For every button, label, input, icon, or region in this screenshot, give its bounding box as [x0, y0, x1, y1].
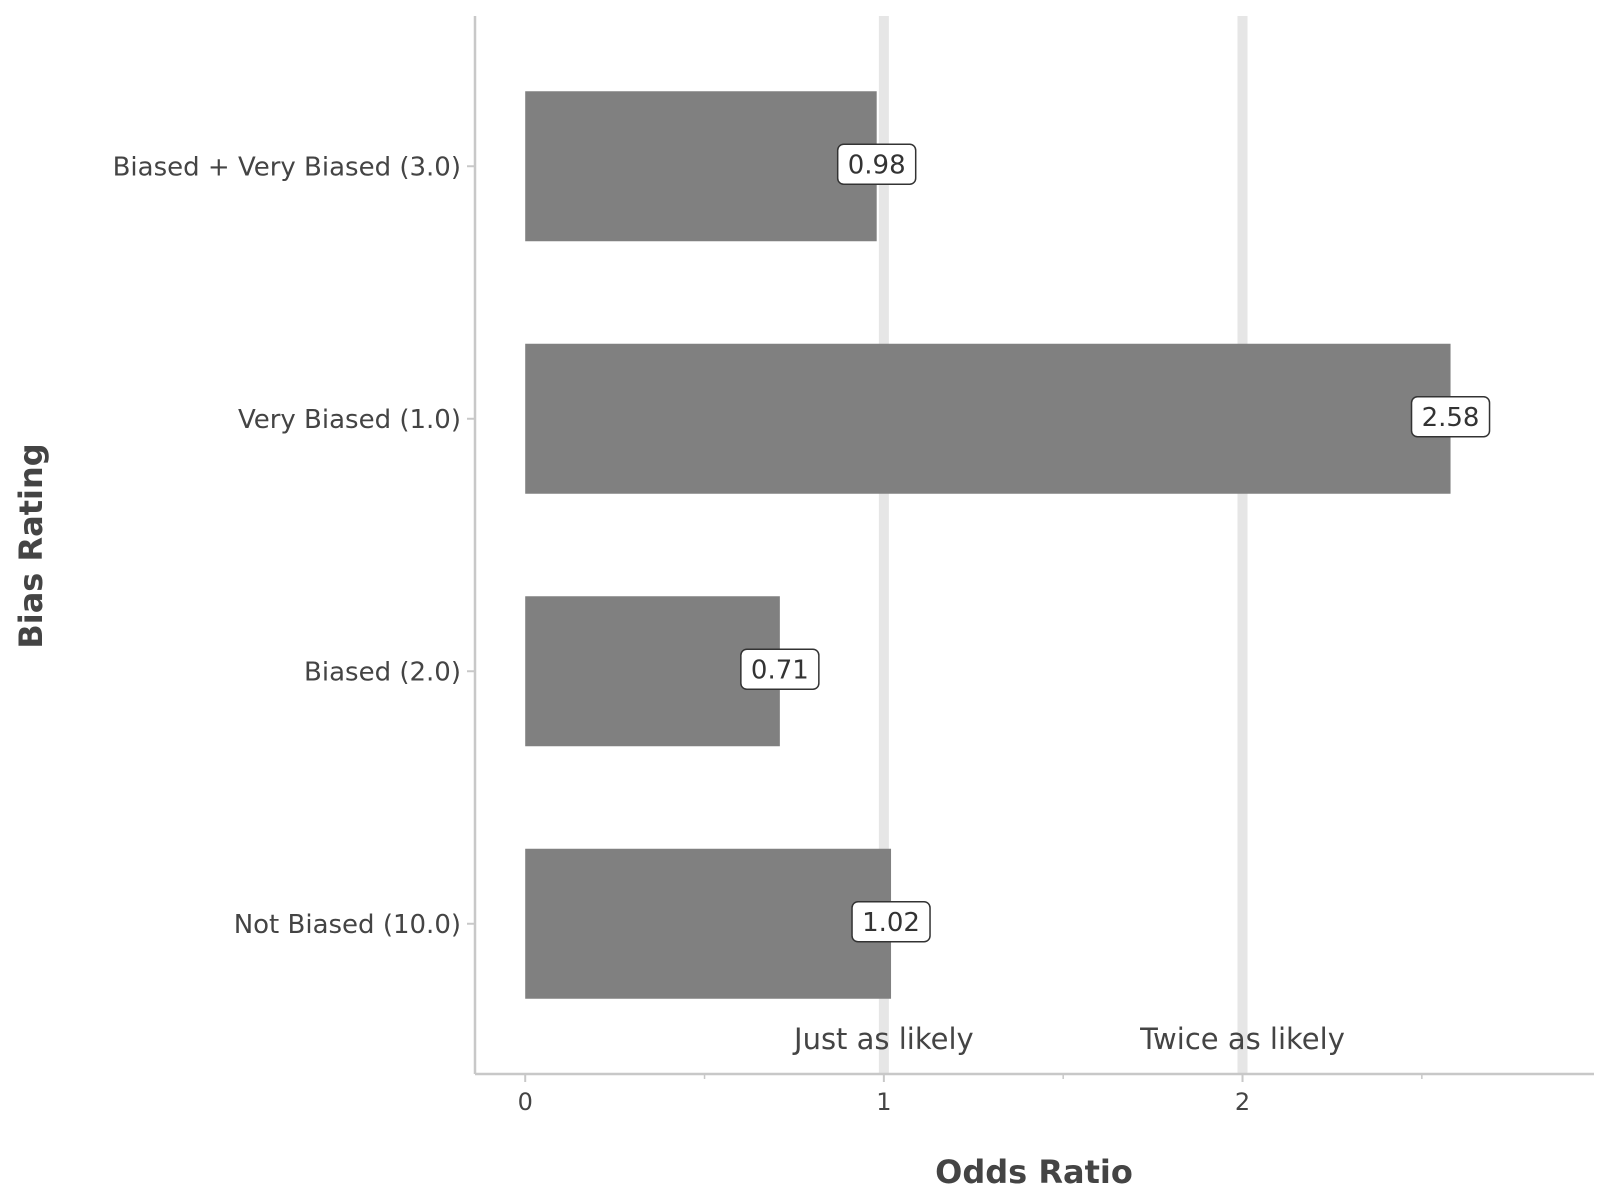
data-label-box	[1410, 396, 1491, 438]
category-label: Not Biased (10.0)	[234, 910, 461, 940]
data-label-box	[740, 648, 820, 690]
y-axis-title: Bias Rating	[12, 443, 50, 648]
x-tick-label: 0	[518, 1088, 533, 1116]
bar-4	[525, 848, 892, 999]
bar-2	[525, 343, 1451, 494]
bar-3	[525, 596, 780, 747]
bars	[525, 91, 1451, 999]
category-label: Very Biased (1.0)	[238, 405, 461, 435]
data-label-1: 0.98	[836, 143, 917, 185]
data-label-text: 0.98	[848, 150, 906, 180]
data-label-text: 0.71	[751, 655, 809, 685]
data-label-3: 0.71	[740, 648, 820, 690]
ticks: 0 1 2 Biased + Very Biased (3.0) Very Biased…	[113, 152, 1423, 1116]
reference-line-2	[1237, 16, 1248, 1074]
reference-labels: Just as likely Twice as likely	[792, 1022, 1345, 1056]
data-label-text: 2.58	[1422, 403, 1480, 433]
reference-line-1	[878, 16, 889, 1074]
reference-lines	[878, 16, 1248, 1074]
category-label: Biased (2.0)	[304, 657, 461, 687]
axes	[473, 16, 1594, 1076]
x-tick-label: 2	[1235, 1088, 1250, 1116]
reference-label-1: Just as likely	[792, 1022, 974, 1056]
data-labels: 0.98 2.58 0.71 1.02	[740, 143, 1491, 943]
data-label-box	[851, 901, 931, 943]
data-label-box	[836, 143, 917, 185]
x-tick-label: 1	[876, 1088, 891, 1116]
data-label-4: 1.02	[851, 901, 931, 943]
bar-1	[525, 91, 877, 242]
reference-label-2: Twice as likely	[1139, 1022, 1345, 1056]
data-label-2: 2.58	[1410, 396, 1491, 438]
data-label-text: 1.02	[862, 908, 920, 938]
category-label: Biased + Very Biased (3.0)	[113, 152, 461, 182]
x-axis-title: Odds Ratio	[935, 1153, 1133, 1191]
